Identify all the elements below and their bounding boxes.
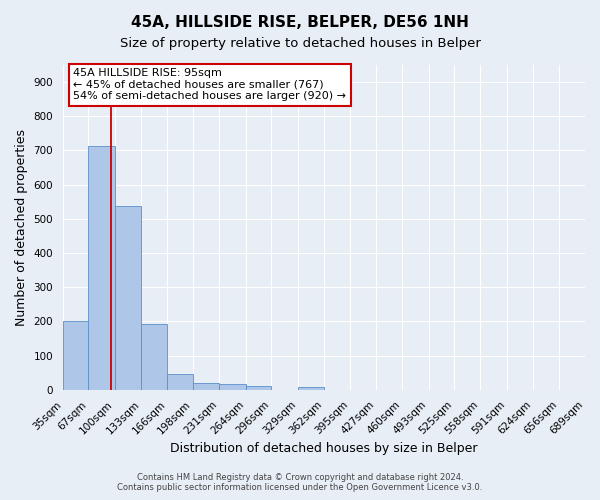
Bar: [220, 384, 246, 390]
Bar: [246, 386, 271, 390]
Text: Contains HM Land Registry data © Crown copyright and database right 2024.
Contai: Contains HM Land Registry data © Crown c…: [118, 473, 482, 492]
Text: 45A HILLSIDE RISE: 95sqm
← 45% of detached houses are smaller (767)
54% of semi-: 45A HILLSIDE RISE: 95sqm ← 45% of detach…: [73, 68, 346, 102]
Bar: [298, 388, 324, 390]
Bar: [141, 324, 167, 390]
Bar: [167, 374, 193, 390]
Bar: [63, 321, 88, 390]
Text: Size of property relative to detached houses in Belper: Size of property relative to detached ho…: [119, 38, 481, 51]
Text: 45A, HILLSIDE RISE, BELPER, DE56 1NH: 45A, HILLSIDE RISE, BELPER, DE56 1NH: [131, 15, 469, 30]
Bar: [88, 146, 115, 390]
Bar: [193, 382, 220, 390]
X-axis label: Distribution of detached houses by size in Belper: Distribution of detached houses by size …: [170, 442, 478, 455]
Bar: [115, 206, 141, 390]
Y-axis label: Number of detached properties: Number of detached properties: [15, 129, 28, 326]
